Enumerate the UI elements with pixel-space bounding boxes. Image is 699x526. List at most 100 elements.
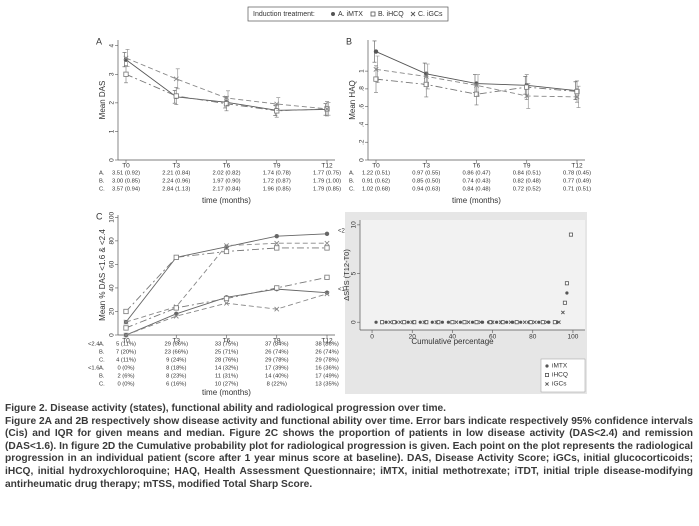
y-tick-label: 5: [351, 271, 358, 275]
marker: [123, 319, 129, 325]
marker: [450, 320, 455, 325]
y-tick-label: 60: [109, 260, 116, 268]
table-cell: 1.77 (0.75): [313, 171, 341, 177]
table-cell: 0 (0%): [117, 366, 134, 372]
marker: [274, 306, 280, 312]
series-line: [375, 68, 578, 98]
x-tick-label: T6: [223, 338, 231, 345]
marker: [524, 93, 530, 99]
table-cell: 13 (35%): [315, 382, 339, 388]
marker: [473, 82, 480, 88]
table-cell: 0 (0%): [117, 382, 134, 388]
line-annotation: <1.6: [338, 287, 351, 293]
marker: [373, 76, 379, 82]
y-tick-label: .4: [359, 121, 366, 127]
marker: [462, 320, 467, 325]
table-cell: 0.74 (0.43): [462, 179, 490, 185]
marker: [466, 320, 471, 325]
y-tick-label: 0: [359, 158, 366, 162]
marker: [392, 320, 397, 325]
table-cell: 0.82 (0.48): [513, 179, 541, 185]
x-tick-label: 100: [568, 334, 579, 341]
table-cell: 10 (27%): [215, 382, 239, 388]
row-label: C.: [99, 358, 105, 364]
table-cell: 2.02 (0.82): [212, 171, 240, 177]
table-cell: 0.94 (0.63): [412, 187, 440, 193]
legend-label: iGCs: [552, 381, 567, 388]
marker: [274, 108, 280, 114]
table-cell: 26 (74%): [315, 350, 339, 356]
table-cell: 26 (74%): [265, 350, 289, 356]
marker: [524, 84, 530, 90]
marker: [454, 320, 459, 325]
marker: [370, 11, 376, 17]
row-group-label: <2.4: [88, 342, 100, 348]
marker: [398, 320, 403, 325]
marker: [410, 11, 416, 17]
x-axis-label: time (months): [452, 196, 501, 205]
marker: [388, 320, 393, 325]
marker: [173, 254, 179, 260]
x-tick-label: T12: [321, 163, 333, 170]
marker: [574, 88, 580, 95]
marker: [490, 320, 495, 325]
table-cell: 1.02 (0.68): [362, 187, 390, 193]
marker: [458, 320, 463, 324]
marker: [402, 320, 407, 325]
y-axis-label: Mean DAS: [98, 81, 107, 120]
row-label: A.: [349, 171, 355, 177]
marker: [537, 320, 541, 324]
table-cell: 0.97 (0.55): [412, 171, 440, 177]
y-tick-label: 0: [109, 333, 116, 337]
y-tick-label: 0: [109, 158, 116, 162]
table-cell: 1.97 (0.90): [212, 179, 240, 185]
y-tick-label: .8: [359, 86, 366, 92]
row-group-label: <1.6: [88, 366, 99, 372]
table-cell: 16 (36%): [315, 366, 339, 372]
y-axis-label: ΔSHS (T12-T0): [342, 249, 351, 301]
marker: [274, 240, 280, 246]
marker: [123, 55, 129, 61]
error-bar: [276, 97, 281, 111]
legend-title: Induction treatment:: [253, 11, 315, 18]
marker: [123, 308, 129, 315]
marker: [274, 233, 279, 239]
table-cell: 2.17 (0.84): [212, 187, 240, 193]
table-cell: 5 (11%): [116, 342, 136, 348]
marker: [446, 320, 450, 324]
error-bar: [125, 49, 130, 67]
marker: [545, 364, 549, 368]
table-cell: 3.57 (0.94): [112, 187, 140, 193]
table-cell: 2.21 (0.84): [162, 171, 190, 177]
x-tick-label: T3: [172, 338, 180, 345]
error-bar: [375, 55, 380, 83]
error-bar: [326, 102, 331, 116]
marker: [173, 93, 179, 99]
table-cell: 38 (86%): [315, 342, 339, 348]
error-bar: [175, 68, 180, 90]
y-tick-label: .6: [359, 104, 366, 110]
marker: [410, 320, 415, 325]
y-tick-label: 1: [359, 69, 366, 73]
figure: Induction treatment: A. iMTX B. iHCQ C. iG…: [88, 6, 591, 397]
row-label: C.: [99, 382, 105, 388]
marker: [532, 320, 537, 325]
y-axis-label: Mean HAQ: [348, 80, 357, 120]
panel-label: C: [96, 211, 103, 221]
table-cell: 0.84 (0.48): [462, 187, 490, 193]
table-cell: 1.79 (1.00): [313, 179, 341, 185]
marker: [423, 73, 429, 79]
x-tick-label: T3: [172, 163, 180, 170]
marker: [373, 49, 379, 54]
y-tick-label: 100: [109, 212, 116, 223]
marker: [418, 320, 422, 324]
y-tick-label: .2: [359, 139, 366, 145]
row-label: B.: [99, 374, 105, 380]
table-cell: 0.84 (0.51): [513, 171, 541, 177]
marker: [174, 311, 179, 317]
legend-label: A. iMTX: [338, 11, 363, 18]
marker: [562, 300, 567, 305]
marker: [552, 320, 557, 325]
table-cell: 0.86 (0.47): [462, 171, 490, 177]
marker: [522, 320, 527, 325]
